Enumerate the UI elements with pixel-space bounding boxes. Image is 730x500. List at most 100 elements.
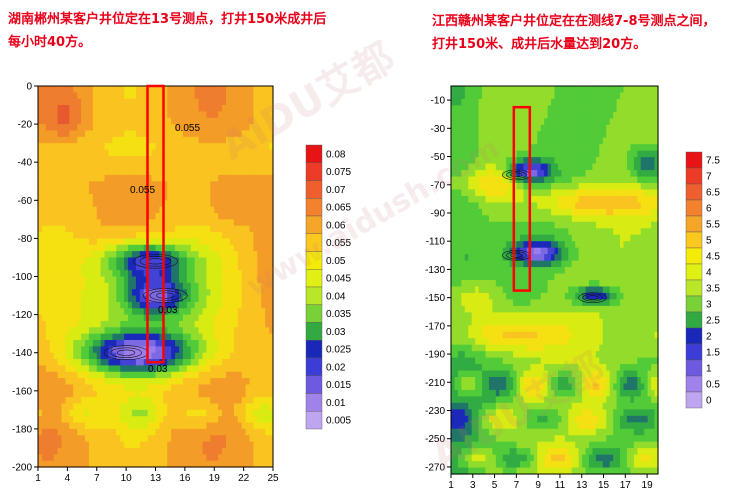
left-cell	[214, 295, 219, 303]
right-cell	[482, 176, 487, 184]
right-cell	[495, 260, 500, 268]
left-cell	[179, 130, 184, 138]
right-cell	[464, 98, 469, 106]
left-cell	[81, 225, 86, 233]
right-cell	[485, 234, 490, 242]
left-cell	[245, 251, 251, 259]
right-cell	[488, 344, 493, 352]
left-cell	[167, 359, 172, 366]
left-cell	[198, 105, 204, 112]
left-cell	[179, 416, 184, 424]
left-cell	[159, 314, 164, 322]
right-cell	[475, 221, 480, 229]
right-cell	[520, 163, 525, 171]
right-cell	[509, 228, 514, 236]
left-cell	[206, 162, 211, 170]
right-cell	[513, 215, 518, 223]
left-cell	[57, 181, 63, 189]
right-cell	[475, 318, 480, 326]
left-cell	[186, 454, 192, 462]
left-cell	[147, 352, 153, 360]
left-cell	[241, 86, 247, 93]
left-cell	[218, 162, 223, 170]
left-cell	[65, 232, 70, 239]
left-cell	[269, 308, 274, 316]
right-cell	[457, 338, 462, 346]
left-cell	[65, 257, 70, 265]
left-cell	[38, 276, 43, 284]
right-cell	[513, 144, 518, 152]
left-cell	[167, 244, 172, 252]
left-cell	[261, 403, 266, 411]
right-cell	[509, 331, 514, 339]
left-cell	[222, 320, 227, 328]
left-cell	[253, 320, 258, 328]
left-cell	[155, 181, 161, 189]
left-cell	[57, 162, 63, 170]
left-cell	[57, 390, 63, 398]
left-cell	[81, 232, 86, 239]
right-cell	[461, 435, 466, 443]
left-cell	[222, 168, 227, 176]
right-cell	[471, 183, 476, 191]
left-cell	[226, 428, 231, 436]
left-cell	[120, 320, 125, 328]
left-cell	[245, 174, 251, 182]
right-cell	[454, 389, 459, 397]
right-cell	[461, 338, 466, 346]
left-cell	[182, 447, 188, 455]
left-cell	[194, 276, 200, 284]
left-cell	[57, 295, 63, 303]
right-cell	[471, 86, 476, 94]
left-cell	[229, 193, 235, 201]
left-cell	[116, 117, 121, 125]
left-cell	[96, 86, 102, 93]
left-cell	[233, 213, 239, 220]
left-cell	[269, 136, 274, 144]
left-cell	[38, 365, 43, 373]
left-cell	[233, 441, 239, 449]
left-cell	[155, 289, 161, 297]
left-cell	[198, 225, 204, 233]
left-cell	[61, 333, 67, 341]
right-cell	[451, 221, 456, 229]
right-cell	[520, 267, 525, 275]
left-cell	[124, 447, 129, 455]
left-cell	[190, 193, 196, 201]
left-cell	[233, 232, 239, 239]
left-cell	[85, 340, 90, 347]
right-cell	[488, 292, 493, 300]
left-cell	[88, 143, 94, 151]
left-cell	[128, 371, 133, 379]
left-cell	[120, 92, 125, 100]
left-cell	[128, 314, 133, 322]
left-cell	[128, 301, 133, 309]
left-cell	[233, 105, 239, 112]
left-cell	[120, 244, 125, 252]
left-cell	[206, 168, 211, 176]
left-cell	[124, 98, 129, 106]
right-cell	[471, 377, 476, 385]
left-cell	[265, 193, 270, 201]
left-cell	[218, 276, 223, 284]
left-cell	[73, 86, 78, 93]
right-cell	[468, 351, 473, 359]
left-cell	[53, 295, 59, 303]
left-cell	[253, 149, 258, 157]
right-cell	[485, 86, 490, 94]
right-cell	[454, 441, 459, 449]
left-cell	[163, 251, 168, 259]
left-cell	[175, 460, 180, 468]
left-cell	[61, 282, 67, 290]
left-cell	[147, 206, 153, 214]
left-cell	[194, 187, 200, 195]
left-cell	[132, 162, 137, 170]
left-cell	[100, 365, 106, 373]
left-cell	[61, 244, 67, 252]
left-cell	[120, 86, 125, 93]
left-cell	[112, 435, 117, 443]
right-cell	[461, 254, 466, 262]
left-cell	[88, 371, 94, 379]
left-cell	[41, 403, 47, 411]
left-cell	[214, 378, 219, 386]
